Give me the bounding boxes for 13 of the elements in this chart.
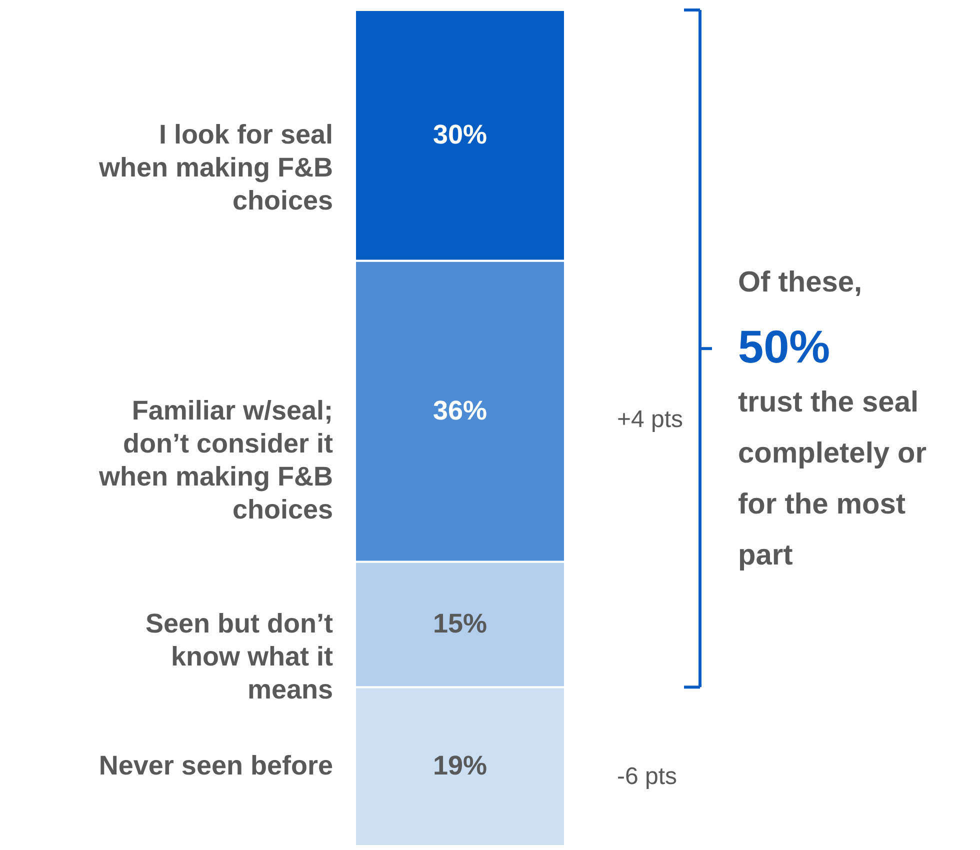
text: +4 pts	[617, 406, 684, 433]
text: 50%	[738, 320, 830, 373]
text: -6 pts	[617, 763, 678, 790]
data-label: 36%	[432, 395, 488, 426]
series-label: I look for seal when making F&B choices	[98, 119, 333, 216]
text: trust the seal completely or for the most part	[738, 386, 927, 572]
text: Of these,	[738, 266, 862, 299]
series-label: Seen but don’t know what it means	[146, 608, 334, 704]
series-label: Never seen before	[98, 750, 333, 781]
series-label: Familiar w/seal; don’t consider it when making F&B choices	[98, 395, 333, 524]
data-label: 15%	[432, 608, 488, 638]
data-label: 19%	[432, 750, 488, 781]
data-label: 30%	[432, 119, 488, 150]
